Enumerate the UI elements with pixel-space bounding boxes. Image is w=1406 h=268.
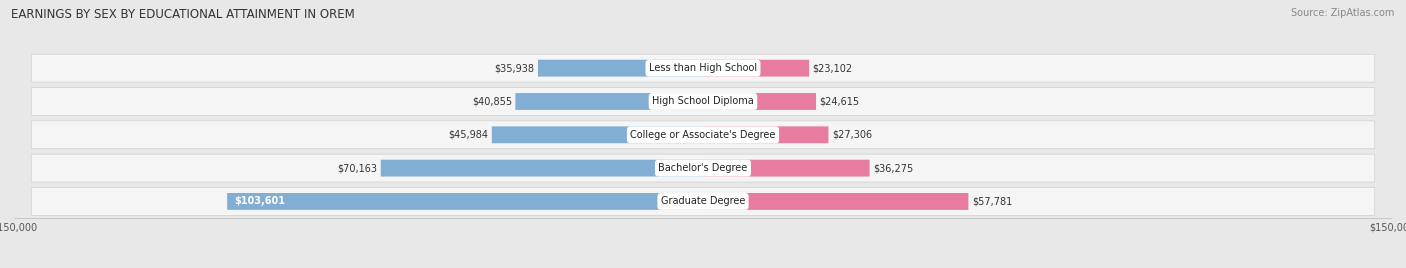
FancyBboxPatch shape bbox=[516, 93, 703, 110]
Text: $24,615: $24,615 bbox=[820, 96, 859, 106]
Text: High School Diploma: High School Diploma bbox=[652, 96, 754, 106]
Text: Graduate Degree: Graduate Degree bbox=[661, 196, 745, 206]
Text: $23,102: $23,102 bbox=[813, 63, 852, 73]
Text: $70,163: $70,163 bbox=[337, 163, 377, 173]
FancyBboxPatch shape bbox=[31, 121, 1375, 149]
FancyBboxPatch shape bbox=[703, 126, 828, 143]
Text: Source: ZipAtlas.com: Source: ZipAtlas.com bbox=[1291, 8, 1395, 18]
Text: College or Associate's Degree: College or Associate's Degree bbox=[630, 130, 776, 140]
FancyBboxPatch shape bbox=[228, 193, 703, 210]
Text: $27,306: $27,306 bbox=[832, 130, 872, 140]
FancyBboxPatch shape bbox=[31, 54, 1375, 82]
Text: $57,781: $57,781 bbox=[972, 196, 1012, 206]
Text: $35,938: $35,938 bbox=[495, 63, 534, 73]
Text: $36,275: $36,275 bbox=[873, 163, 914, 173]
Text: $45,984: $45,984 bbox=[449, 130, 488, 140]
Text: EARNINGS BY SEX BY EDUCATIONAL ATTAINMENT IN OREM: EARNINGS BY SEX BY EDUCATIONAL ATTAINMEN… bbox=[11, 8, 354, 21]
FancyBboxPatch shape bbox=[31, 154, 1375, 182]
FancyBboxPatch shape bbox=[492, 126, 703, 143]
Text: Less than High School: Less than High School bbox=[650, 63, 756, 73]
FancyBboxPatch shape bbox=[31, 88, 1375, 116]
FancyBboxPatch shape bbox=[703, 160, 869, 177]
FancyBboxPatch shape bbox=[31, 188, 1375, 215]
Text: $103,601: $103,601 bbox=[233, 196, 285, 206]
FancyBboxPatch shape bbox=[538, 60, 703, 77]
Text: $40,855: $40,855 bbox=[472, 96, 512, 106]
FancyBboxPatch shape bbox=[703, 60, 808, 77]
FancyBboxPatch shape bbox=[381, 160, 703, 177]
FancyBboxPatch shape bbox=[703, 93, 815, 110]
Text: Bachelor's Degree: Bachelor's Degree bbox=[658, 163, 748, 173]
FancyBboxPatch shape bbox=[703, 193, 969, 210]
